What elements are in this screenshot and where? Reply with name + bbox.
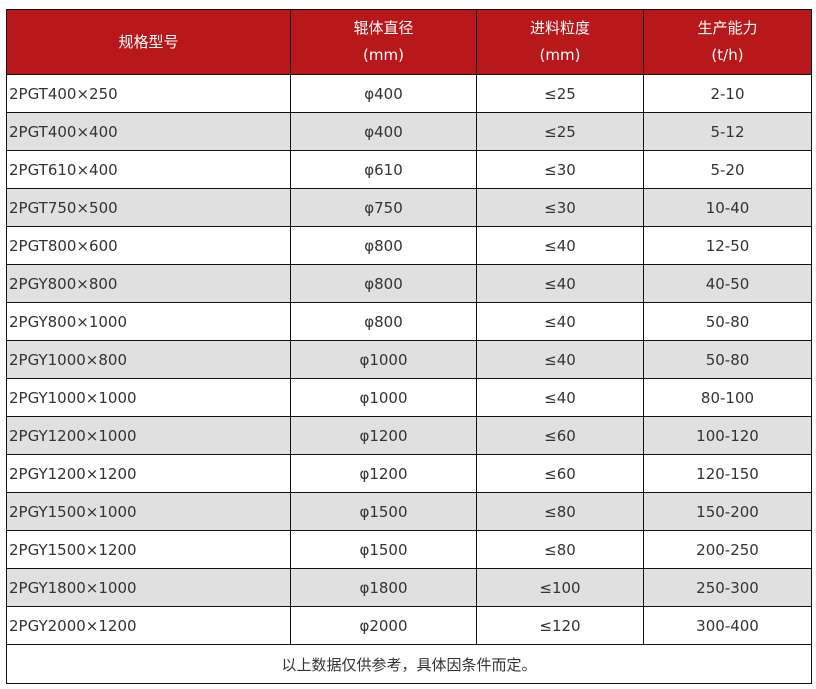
cell-model: 2PGY800×800 <box>6 264 291 303</box>
cell-model: 2PGY1200×1000 <box>6 416 291 455</box>
cell-model: 2PGT400×400 <box>6 112 291 151</box>
cell-model: 2PGY1200×1200 <box>6 454 291 493</box>
cell-model: 2PGT800×600 <box>6 226 291 265</box>
cell-feed-size: ≤80 <box>476 530 644 569</box>
cell-capacity: 150-200 <box>643 492 812 531</box>
cell-capacity: 50-80 <box>643 302 812 341</box>
cell-feed-size: ≤120 <box>476 606 644 645</box>
cell-capacity: 300-400 <box>643 606 812 645</box>
cell-diameter: φ1200 <box>290 454 477 493</box>
cell-diameter: φ1500 <box>290 492 477 531</box>
table-row: 2PGY1000×800 φ1000 ≤40 50-80 <box>6 340 812 379</box>
cell-feed-size: ≤25 <box>476 112 644 151</box>
table-row: 2PGT400×250 φ400 ≤25 2-10 <box>6 74 812 113</box>
header-unit: (t/h) <box>711 46 744 64</box>
cell-capacity: 200-250 <box>643 530 812 569</box>
cell-feed-size: ≤40 <box>476 226 644 265</box>
table-row: 2PGT610×400 φ610 ≤30 5-20 <box>6 150 812 189</box>
cell-feed-size: ≤40 <box>476 264 644 303</box>
cell-feed-size: ≤30 <box>476 150 644 189</box>
note-text: 以上数据仅供参考，具体因条件而定。 <box>6 644 812 684</box>
cell-feed-size: ≤30 <box>476 188 644 227</box>
cell-model: 2PGY1500×1200 <box>6 530 291 569</box>
header-diameter: 辊体直径 (mm) <box>290 9 477 75</box>
table-row: 2PGY1500×1200 φ1500 ≤80 200-250 <box>6 530 812 569</box>
header-row: 规格型号 辊体直径 (mm) 进料粒度 (mm) 生产能力 (t/h) <box>6 9 812 75</box>
cell-capacity: 5-20 <box>643 150 812 189</box>
cell-feed-size: ≤80 <box>476 492 644 531</box>
cell-feed-size: ≤40 <box>476 302 644 341</box>
header-label: 进料粒度 <box>529 19 590 37</box>
cell-feed-size: ≤40 <box>476 340 644 379</box>
spec-table: 规格型号 辊体直径 (mm) 进料粒度 (mm) 生产能力 (t/h) 2PGT400… <box>6 9 812 684</box>
cell-model: 2PGT610×400 <box>6 150 291 189</box>
table-row: 2PGY800×1000 φ800 ≤40 50-80 <box>6 302 812 341</box>
header-capacity: 生产能力 (t/h) <box>643 9 812 75</box>
cell-diameter: φ610 <box>290 150 477 189</box>
table-row: 2PGT400×400 φ400 ≤25 5-12 <box>6 112 812 151</box>
cell-diameter: φ750 <box>290 188 477 227</box>
cell-feed-size: ≤40 <box>476 378 644 417</box>
cell-model: 2PGY1000×1000 <box>6 378 291 417</box>
note-row: 以上数据仅供参考，具体因条件而定。 <box>6 644 812 684</box>
header-feed-size: 进料粒度 (mm) <box>476 9 644 75</box>
cell-capacity: 40-50 <box>643 264 812 303</box>
cell-model: 2PGY1500×1000 <box>6 492 291 531</box>
cell-model: 2PGT750×500 <box>6 188 291 227</box>
cell-feed-size: ≤100 <box>476 568 644 607</box>
cell-capacity: 80-100 <box>643 378 812 417</box>
cell-diameter: φ800 <box>290 302 477 341</box>
cell-capacity: 2-10 <box>643 74 812 113</box>
cell-diameter: φ1000 <box>290 378 477 417</box>
header-label: 规格型号 <box>118 32 179 51</box>
cell-capacity: 5-12 <box>643 112 812 151</box>
cell-feed-size: ≤60 <box>476 416 644 455</box>
cell-diameter: φ400 <box>290 74 477 113</box>
table-row: 2PGY1200×1000 φ1200 ≤60 100-120 <box>6 416 812 455</box>
cell-diameter: φ2000 <box>290 606 477 645</box>
cell-diameter: φ800 <box>290 226 477 265</box>
cell-diameter: φ1500 <box>290 530 477 569</box>
header-label: 辊体直径 <box>353 19 414 37</box>
header-label: 生产能力 <box>697 19 758 37</box>
cell-capacity: 120-150 <box>643 454 812 493</box>
table-row: 2PGT750×500 φ750 ≤30 10-40 <box>6 188 812 227</box>
table-row: 2PGY1200×1200 φ1200 ≤60 120-150 <box>6 454 812 493</box>
table-row: 2PGY800×800 φ800 ≤40 40-50 <box>6 264 812 303</box>
cell-capacity: 250-300 <box>643 568 812 607</box>
cell-capacity: 12-50 <box>643 226 812 265</box>
cell-diameter: φ1800 <box>290 568 477 607</box>
cell-model: 2PGY800×1000 <box>6 302 291 341</box>
cell-capacity: 50-80 <box>643 340 812 379</box>
cell-capacity: 100-120 <box>643 416 812 455</box>
cell-feed-size: ≤25 <box>476 74 644 113</box>
cell-model: 2PGY1000×800 <box>6 340 291 379</box>
table-row: 2PGY1000×1000 φ1000 ≤40 80-100 <box>6 378 812 417</box>
cell-feed-size: ≤60 <box>476 454 644 493</box>
header-model: 规格型号 <box>6 9 291 75</box>
cell-model: 2PGY2000×1200 <box>6 606 291 645</box>
cell-capacity: 10-40 <box>643 188 812 227</box>
table-row: 2PGT800×600 φ800 ≤40 12-50 <box>6 226 812 265</box>
cell-diameter: φ1200 <box>290 416 477 455</box>
table-row: 2PGY2000×1200 φ2000 ≤120 300-400 <box>6 606 812 645</box>
cell-model: 2PGT400×250 <box>6 74 291 113</box>
cell-diameter: φ1000 <box>290 340 477 379</box>
table-row: 2PGY1800×1000 φ1800 ≤100 250-300 <box>6 568 812 607</box>
header-unit: (mm) <box>363 46 404 64</box>
cell-model: 2PGY1800×1000 <box>6 568 291 607</box>
cell-diameter: φ400 <box>290 112 477 151</box>
header-unit: (mm) <box>539 46 581 64</box>
cell-diameter: φ800 <box>290 264 477 303</box>
table-row: 2PGY1500×1000 φ1500 ≤80 150-200 <box>6 492 812 531</box>
